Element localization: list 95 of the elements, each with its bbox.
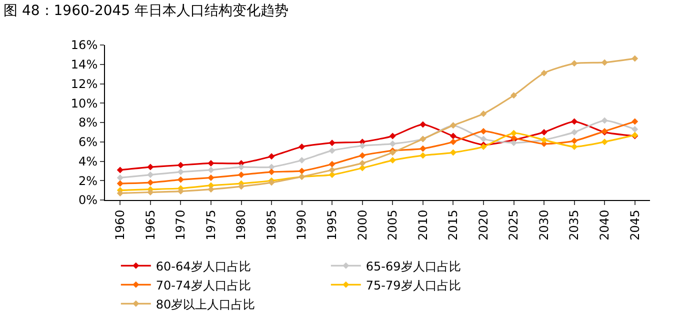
point	[359, 142, 366, 149]
point	[328, 160, 336, 168]
point	[571, 143, 578, 150]
point	[147, 179, 154, 186]
legend-label: 75-79岁人口占比	[366, 278, 461, 292]
point	[359, 164, 366, 172]
point	[571, 60, 578, 67]
point	[510, 92, 517, 99]
x-tick-label: 2045	[628, 210, 642, 240]
point	[147, 172, 154, 178]
point	[420, 121, 426, 128]
y-tick-label: 8%	[78, 116, 98, 130]
point	[177, 162, 184, 168]
x-tick-label: 1990	[294, 210, 309, 240]
x-tick-label: 1970	[174, 210, 188, 240]
point	[328, 147, 336, 154]
point	[208, 174, 214, 181]
x-tick-label: 1960	[113, 210, 128, 240]
point	[177, 188, 184, 195]
y-tick-label: 12%	[70, 76, 98, 91]
x-tick-label: 2025	[506, 210, 521, 240]
point	[450, 132, 456, 140]
x-tick-label: 2030	[536, 210, 551, 240]
point	[480, 128, 487, 134]
point	[238, 164, 244, 170]
point	[298, 157, 306, 164]
legend-label: 65-69岁人口占比	[366, 259, 461, 274]
x-tick-label: 1995	[324, 210, 339, 240]
point	[238, 172, 244, 178]
legend-label: 70-74岁人口占比	[156, 278, 251, 292]
point	[116, 174, 124, 181]
point	[571, 128, 578, 136]
point	[632, 118, 638, 125]
point	[632, 55, 638, 62]
point	[298, 143, 306, 150]
point	[359, 160, 366, 166]
point	[540, 128, 548, 136]
chart-title: 图 48：1960-2045 年日本人口结构变化趋势	[4, 2, 289, 19]
point	[268, 168, 275, 176]
point	[540, 70, 548, 76]
point	[389, 132, 396, 140]
x-tick-label: 2035	[567, 210, 582, 240]
point	[420, 145, 426, 152]
point	[208, 160, 214, 166]
x-tick-label: 1965	[143, 210, 158, 240]
y-tick-label: 4%	[78, 154, 98, 168]
point	[420, 152, 426, 159]
point	[601, 59, 608, 66]
point	[601, 138, 608, 146]
x-tick-label: 2010	[416, 210, 430, 240]
point	[116, 190, 124, 196]
point	[510, 130, 517, 136]
point	[328, 172, 336, 178]
x-tick-label: 1985	[264, 210, 278, 240]
point	[389, 157, 396, 164]
y-tick-label: 16%	[70, 38, 98, 52]
point	[328, 140, 336, 146]
point	[298, 168, 306, 174]
y-tick-label: 0%	[78, 193, 98, 208]
point	[177, 168, 184, 176]
x-tick-label: 2000	[355, 210, 370, 240]
point	[328, 166, 336, 174]
point	[177, 176, 184, 183]
point	[571, 118, 578, 125]
y-tick-label: 6%	[78, 135, 98, 150]
x-tick-label: 1980	[234, 210, 248, 240]
point	[480, 110, 487, 118]
y-tick-label: 14%	[70, 58, 98, 72]
x-tick-label: 2020	[476, 210, 490, 240]
point	[268, 164, 275, 170]
point	[450, 138, 456, 146]
point	[268, 153, 275, 160]
point	[601, 117, 608, 124]
point	[632, 126, 638, 133]
y-tick-label: 2%	[78, 174, 98, 188]
point	[359, 152, 366, 159]
x-tick-label: 2015	[446, 210, 460, 240]
x-tick-label: 2040	[597, 210, 612, 240]
point	[147, 189, 154, 196]
point	[571, 138, 578, 144]
legend-label: 60-64岁人口占比	[156, 259, 251, 274]
point	[208, 186, 214, 193]
y-tick-label: 10%	[70, 96, 98, 110]
point	[389, 140, 396, 148]
point	[116, 166, 124, 174]
point	[510, 140, 517, 146]
x-tick-label: 1975	[204, 210, 218, 240]
point	[147, 164, 154, 170]
point	[480, 136, 487, 142]
x-tick-label: 2005	[386, 210, 400, 240]
point	[208, 166, 214, 174]
legend-label: 80岁以上人口占比	[156, 297, 256, 312]
point	[116, 180, 124, 187]
point	[450, 149, 456, 156]
point	[238, 183, 244, 190]
